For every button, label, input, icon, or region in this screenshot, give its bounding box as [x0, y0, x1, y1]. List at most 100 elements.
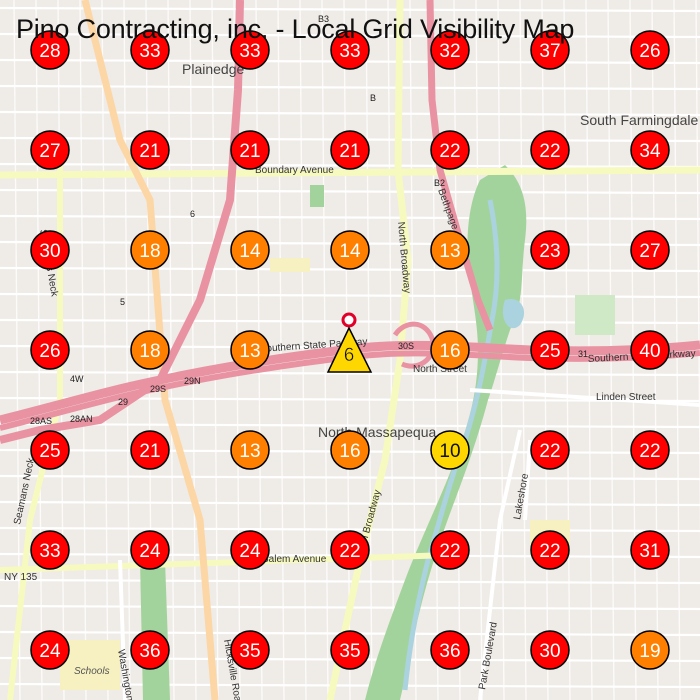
label-boundary-ave: Boundary Avenue — [255, 165, 334, 176]
street-line — [0, 474, 700, 481]
label-linden-st: Linden Street — [596, 392, 656, 403]
site-marker[interactable]: 6 — [326, 312, 373, 373]
grid-point-value: 14 — [339, 241, 361, 262]
grid-point[interactable]: 36 — [130, 630, 170, 670]
route-shield: 30S — [398, 341, 414, 351]
grid-point-value: 26 — [39, 341, 60, 362]
grid-point-value: 21 — [239, 141, 260, 162]
grid-point-circle — [30, 30, 70, 70]
grid-point-circle — [30, 230, 70, 270]
grid-point-value: 37 — [539, 41, 560, 62]
grid-point[interactable]: 31 — [630, 530, 670, 570]
bethpage-parkway — [426, 0, 494, 332]
grid-point[interactable]: 27 — [630, 230, 670, 270]
grid-point[interactable]: 36 — [430, 630, 470, 670]
grid-point-circle — [30, 630, 70, 670]
route-shield: B — [370, 93, 376, 103]
road-washington — [118, 559, 127, 700]
grid-point[interactable]: 24 — [30, 630, 70, 670]
grid-point[interactable]: 35 — [330, 630, 370, 670]
grid-point-circle — [330, 430, 370, 470]
grid-point-value: 22 — [639, 441, 660, 462]
grid-point[interactable]: 35 — [230, 630, 270, 670]
grid-point-value: 33 — [39, 541, 60, 562]
grid-point[interactable]: 33 — [130, 30, 170, 70]
grid-point-value: 24 — [39, 641, 61, 662]
grid-point[interactable]: 33 — [30, 530, 70, 570]
grid-point[interactable]: 14 — [230, 230, 270, 270]
grid-point[interactable]: 24 — [230, 530, 270, 570]
grid-point[interactable]: 16 — [330, 430, 370, 470]
grid-point[interactable]: 18 — [130, 230, 170, 270]
grid-point[interactable]: 26 — [30, 330, 70, 370]
grid-point-circle — [30, 430, 70, 470]
route-shield: 31 — [578, 349, 588, 359]
grid-point[interactable]: 25 — [30, 430, 70, 470]
street-line — [101, 0, 109, 700]
grid-point-circle — [30, 130, 70, 170]
grid-point[interactable]: 32 — [430, 30, 470, 70]
road-salem-ave — [0, 552, 451, 573]
grid-point[interactable]: 33 — [330, 30, 370, 70]
street-line — [695, 0, 700, 549]
grid-point[interactable]: 21 — [330, 130, 370, 170]
grid-point[interactable]: 24 — [130, 530, 170, 570]
grid-point[interactable]: 21 — [230, 130, 270, 170]
grid-point[interactable]: 13 — [230, 430, 270, 470]
grid-point[interactable]: 13 — [230, 330, 270, 370]
grid-point-value: 18 — [139, 241, 160, 262]
grid-point-circle — [330, 530, 370, 570]
grid-point[interactable]: 16 — [430, 330, 470, 370]
grid-point-value: 36 — [439, 641, 460, 662]
grid-point[interactable]: 22 — [330, 530, 370, 570]
grid-point[interactable]: 18 — [130, 330, 170, 370]
grid-point-circle — [630, 130, 670, 170]
route-shields: B3 B B2 4W 28AS 28AN 29S 29N 29 30S 31 5 6 — [30, 14, 588, 426]
grid-point[interactable]: 30 — [30, 230, 70, 270]
grid-point[interactable]: 37 — [530, 30, 570, 70]
grid-point-value: 30 — [539, 641, 560, 662]
grid-point[interactable]: 14 — [330, 230, 370, 270]
grid-point[interactable]: 21 — [130, 430, 170, 470]
expressway-north — [0, 0, 244, 444]
grid-point[interactable]: 10 — [430, 430, 470, 470]
grid-point[interactable]: 19 — [630, 630, 670, 670]
grid-point[interactable]: 33 — [230, 30, 270, 70]
grid-point[interactable]: 22 — [430, 130, 470, 170]
grid-point-circle — [30, 530, 70, 570]
location-pin-icon — [341, 312, 357, 328]
grid-point[interactable]: 22 — [530, 530, 570, 570]
street-line — [211, 0, 219, 700]
grid-point-circle — [230, 230, 270, 270]
grid-point[interactable]: 22 — [530, 130, 570, 170]
road-hicksville — [81, 0, 219, 700]
grid-point[interactable]: 30 — [530, 630, 570, 670]
grid-point[interactable]: 25 — [530, 330, 570, 370]
school-area-2 — [270, 258, 310, 272]
grid-point-value: 32 — [439, 41, 460, 62]
grid-point[interactable]: 23 — [530, 230, 570, 270]
grid-point-value: 14 — [239, 241, 261, 262]
label-north-st: North Street — [413, 364, 467, 375]
grid-point-circle — [330, 130, 370, 170]
grid-point[interactable]: 22 — [430, 530, 470, 570]
grid-point[interactable]: 13 — [430, 230, 470, 270]
grid-point-circle — [130, 330, 170, 370]
grid-point[interactable]: 40 — [630, 330, 670, 370]
grid-point[interactable]: 22 — [530, 430, 570, 470]
grid-point-value: 33 — [339, 41, 360, 62]
route-shield: 28AS — [30, 416, 52, 426]
street-line — [189, 0, 197, 700]
grid-point-circle — [530, 530, 570, 570]
grid-point[interactable]: 22 — [630, 430, 670, 470]
grid-point[interactable]: 27 — [30, 130, 70, 170]
grid-point-value: 22 — [539, 441, 560, 462]
grid-point-value: 40 — [639, 341, 660, 362]
grid-point[interactable]: 34 — [630, 130, 670, 170]
grid-point[interactable]: 21 — [130, 130, 170, 170]
grid-point-value: 27 — [39, 141, 60, 162]
grid-point[interactable]: 26 — [630, 30, 670, 70]
grid-point[interactable]: 28 — [30, 30, 70, 70]
street-line — [0, 578, 700, 585]
